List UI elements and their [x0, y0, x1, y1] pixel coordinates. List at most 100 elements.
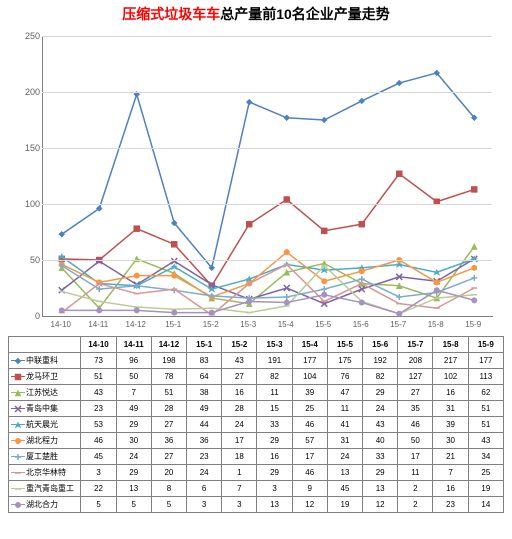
- table-cell: 39: [433, 417, 468, 433]
- series-name: 厦工楚胜: [26, 452, 58, 461]
- gridline: [42, 148, 492, 149]
- table-cell: 45: [327, 481, 362, 497]
- table-column-header: 15-1: [187, 337, 222, 353]
- table-cell: 24: [363, 401, 398, 417]
- table-cell: 13: [116, 481, 151, 497]
- table-cell: 12: [292, 497, 327, 513]
- table-cell: 51: [151, 385, 186, 401]
- y-tick-label: 100: [16, 199, 40, 209]
- series-marker: [96, 307, 102, 313]
- table-row-header: 龙马环卫: [9, 369, 81, 385]
- series-marker: [171, 264, 177, 270]
- table-row: 青岛中集234928492815251124353151: [9, 401, 504, 417]
- table-cell: 3: [81, 465, 116, 481]
- table-cell: 191: [257, 353, 292, 369]
- table-cell: 8: [151, 481, 186, 497]
- table-cell: 24: [327, 449, 362, 465]
- series-marker: [471, 275, 477, 281]
- table-cell: 175: [327, 353, 362, 369]
- table-row: 北京华林特329202412946132911725: [9, 465, 504, 481]
- table-column-header: 14-12: [151, 337, 186, 353]
- table-row: 江苏悦达43751381611394729271662: [9, 385, 504, 401]
- series-name: 湖北合力: [26, 500, 58, 509]
- series-marker: [434, 279, 440, 285]
- series-marker: [434, 287, 440, 293]
- series-line: [62, 257, 475, 289]
- table-row: 重汽青岛重工221386739451321619: [9, 481, 504, 497]
- y-tick-label: 150: [16, 143, 40, 153]
- series-line: [62, 174, 475, 286]
- table-cell: 5: [116, 497, 151, 513]
- table-cell: 46: [292, 465, 327, 481]
- table-cell: 16: [433, 385, 468, 401]
- table-cell: 46: [81, 433, 116, 449]
- series-name: 青岛中集: [26, 404, 58, 413]
- series-marker: [284, 249, 290, 255]
- gridline: [42, 92, 492, 93]
- table-cell: 24: [116, 449, 151, 465]
- table-cell: 29: [257, 465, 292, 481]
- series-name: 中联重科: [26, 356, 58, 365]
- table-column-header: 15-8: [433, 337, 468, 353]
- table-cell: 36: [187, 433, 222, 449]
- chart-area: 050100150200250 14-1014-1114-1215-115-21…: [12, 26, 502, 336]
- table-cell: 177: [292, 353, 327, 369]
- y-tick-label: 200: [16, 87, 40, 97]
- line-chart-svg: [43, 36, 493, 316]
- table-cell: 73: [81, 353, 116, 369]
- table-cell: 23: [433, 497, 468, 513]
- series-marker: [284, 115, 290, 121]
- gridline: [42, 260, 492, 261]
- series-marker: [471, 265, 477, 271]
- table-cell: 13: [363, 481, 398, 497]
- table-cell: 208: [398, 353, 433, 369]
- table-cell: 34: [468, 449, 503, 465]
- y-tick-label: 250: [16, 31, 40, 41]
- table-cell: 83: [187, 353, 222, 369]
- table-cell: 5: [81, 497, 116, 513]
- table-cell: 38: [187, 385, 222, 401]
- series-marker: [471, 297, 477, 303]
- root-container: 压缩式垃圾车车总产量前10名企业产量走势 050100150200250 14-…: [0, 0, 512, 539]
- series-marker: [471, 244, 477, 250]
- table-cell: 44: [187, 417, 222, 433]
- table-column-header: 15-2: [222, 337, 257, 353]
- table-cell: 177: [468, 353, 503, 369]
- y-tick-label: 50: [16, 255, 40, 265]
- table-cell: 1: [222, 465, 257, 481]
- table-row-header: 重汽青岛重工: [9, 481, 81, 497]
- table-corner-cell: [9, 337, 81, 353]
- table-cell: 50: [398, 433, 433, 449]
- series-marker: [134, 273, 140, 279]
- x-tick-label: 14-10: [43, 320, 79, 329]
- series-marker: [59, 307, 65, 313]
- table-column-header: 15-4: [292, 337, 327, 353]
- table-cell: 13: [327, 465, 362, 481]
- table-row-header: 青岛中集: [9, 401, 81, 417]
- series-marker: [171, 241, 177, 247]
- series-marker: [471, 186, 477, 192]
- table-cell: 82: [257, 369, 292, 385]
- table-cell: 7: [433, 465, 468, 481]
- x-tick-label: 15-8: [418, 320, 454, 329]
- table-cell: 64: [187, 369, 222, 385]
- table-cell: 21: [433, 449, 468, 465]
- table-cell: 29: [363, 465, 398, 481]
- data-table-area: 14-1014-1114-1215-115-215-315-415-515-61…: [8, 336, 504, 513]
- table-cell: 3: [222, 497, 257, 513]
- table-column-header: 15-3: [257, 337, 292, 353]
- table-cell: 31: [327, 433, 362, 449]
- table-cell: 14: [468, 497, 503, 513]
- x-tick-label: 14-12: [118, 320, 154, 329]
- table-cell: 31: [433, 401, 468, 417]
- table-cell: 9: [292, 481, 327, 497]
- table-row-header: 北京华林特: [9, 465, 81, 481]
- table-cell: 43: [81, 385, 116, 401]
- table-cell: 198: [151, 353, 186, 369]
- table-column-header: 14-10: [81, 337, 116, 353]
- table-cell: 33: [363, 449, 398, 465]
- table-cell: 41: [327, 417, 362, 433]
- series-name: 北京华林特: [26, 468, 66, 477]
- table-cell: 25: [292, 401, 327, 417]
- series-name: 湖北程力: [26, 436, 58, 445]
